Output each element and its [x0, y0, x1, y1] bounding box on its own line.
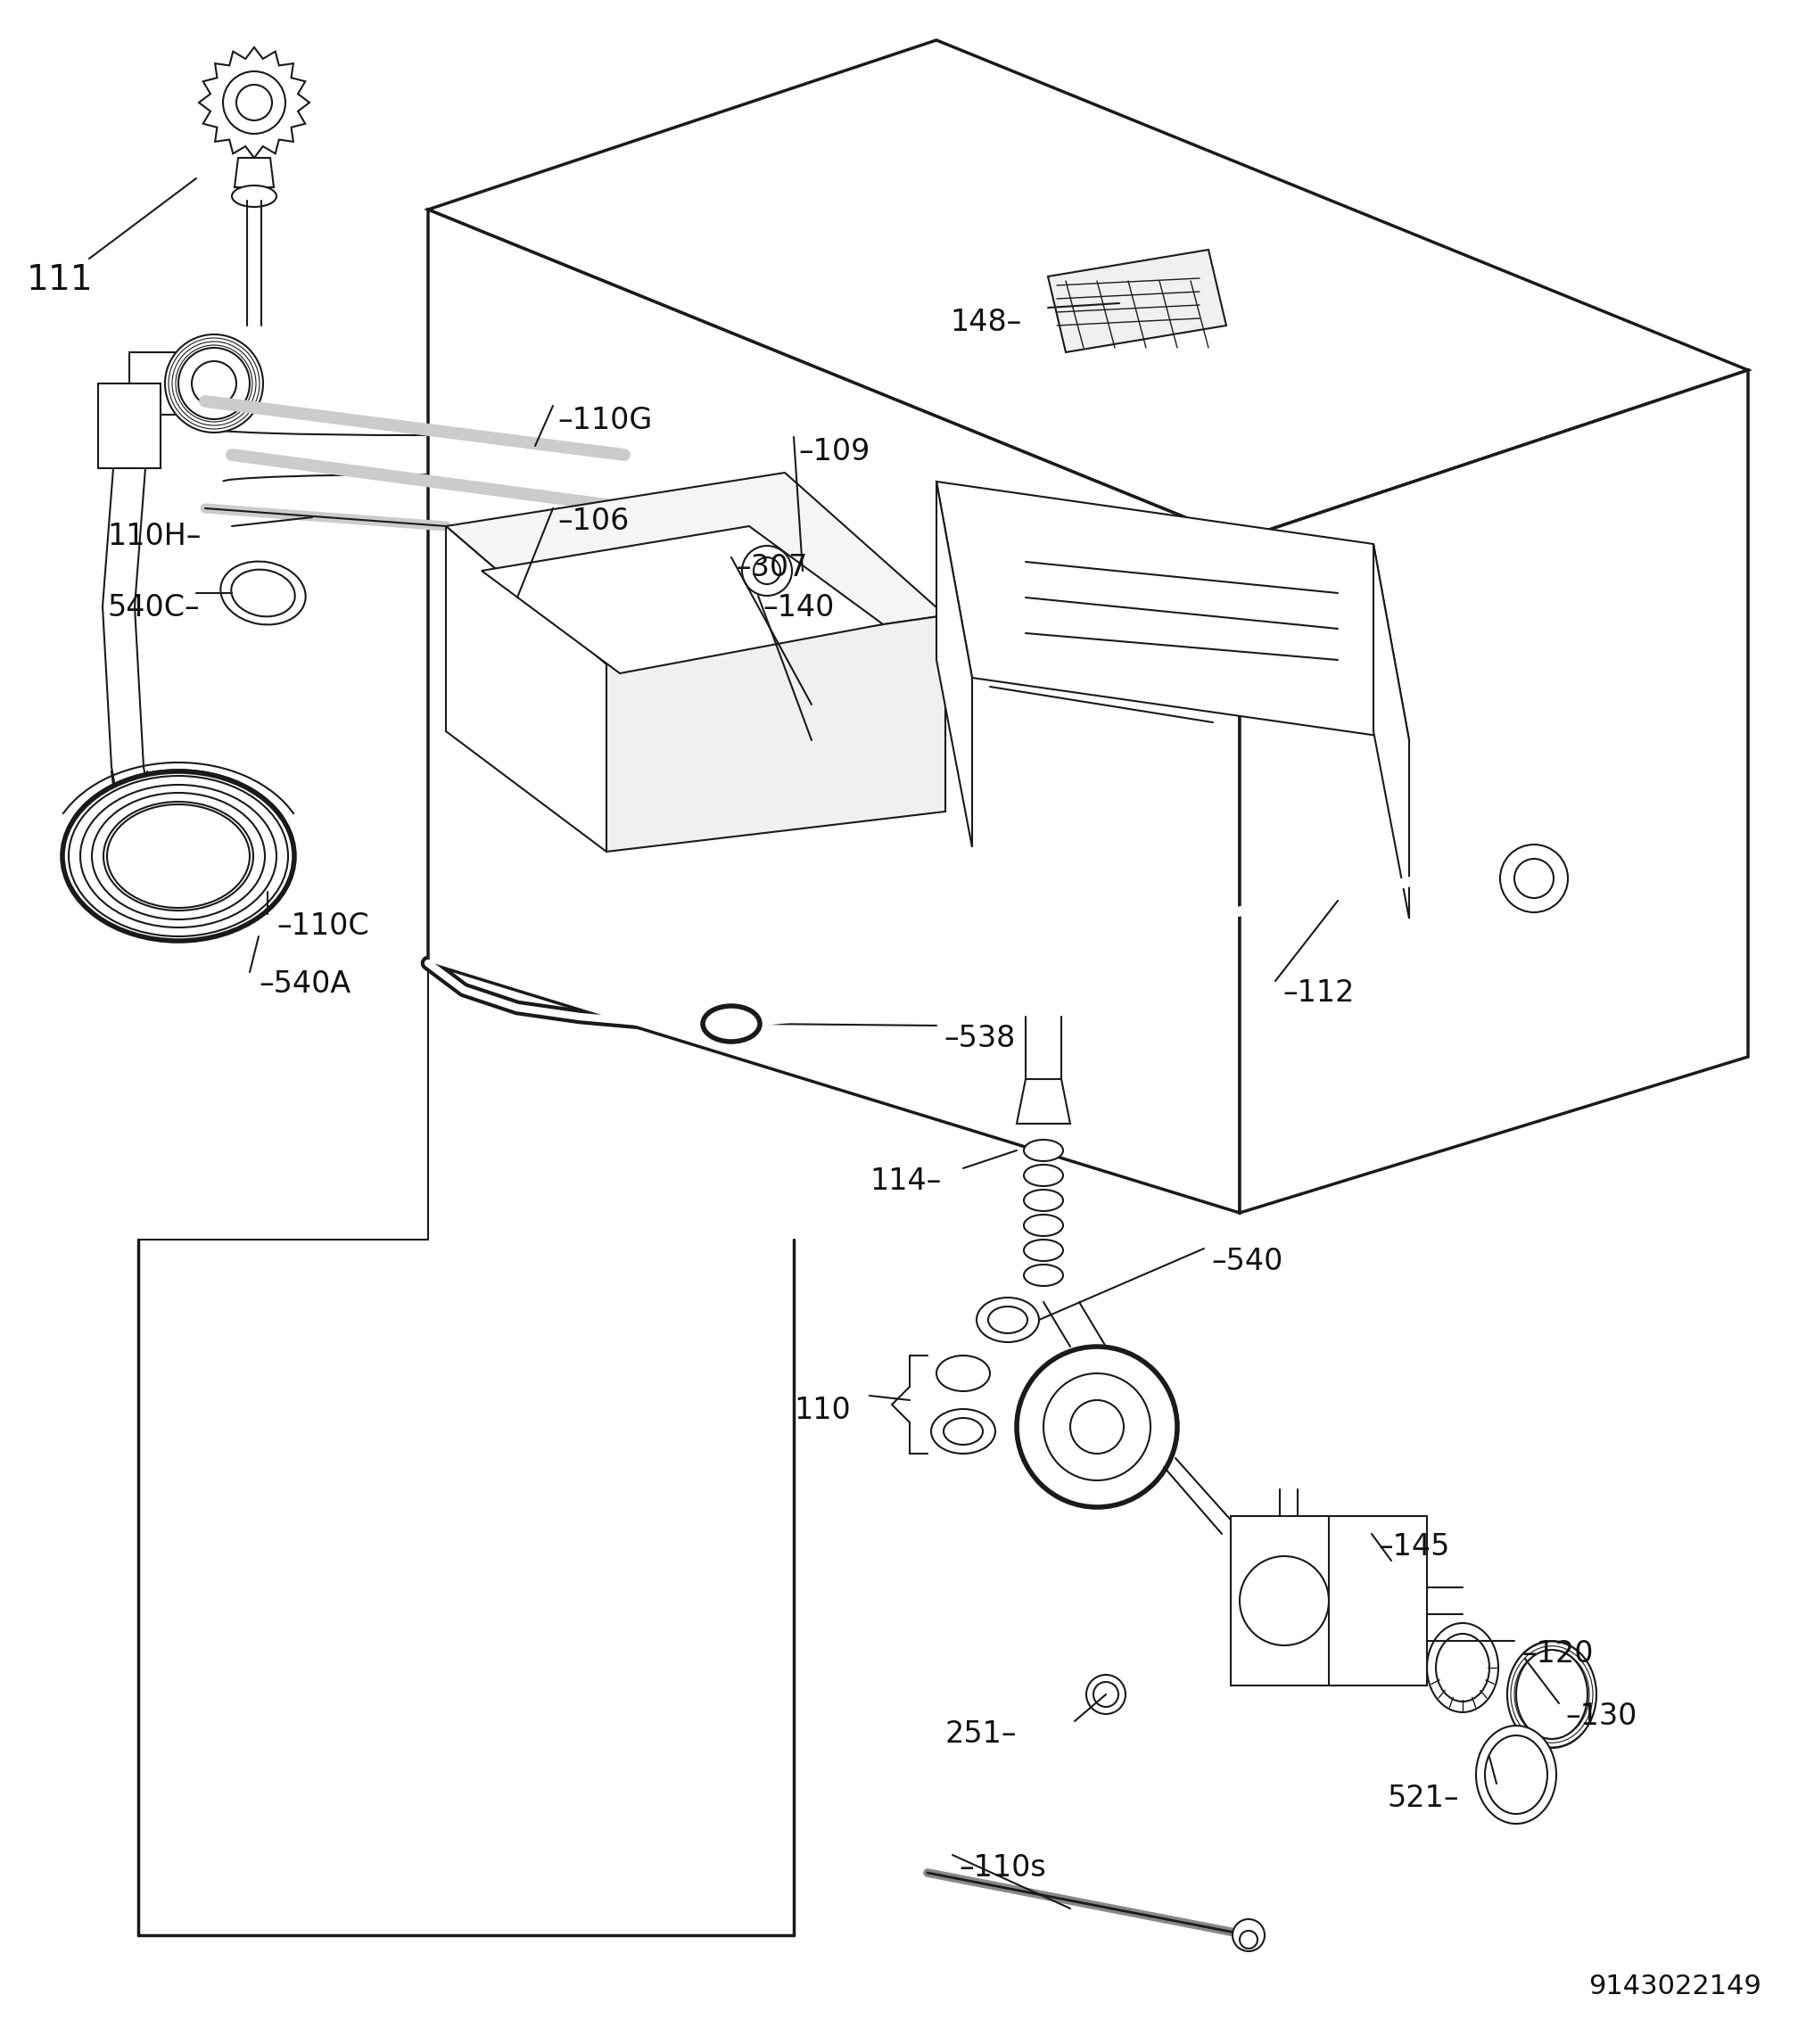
Circle shape — [1239, 1555, 1329, 1645]
Polygon shape — [1373, 544, 1409, 918]
Text: 148–: 148– — [950, 309, 1022, 337]
Circle shape — [1093, 1682, 1118, 1707]
Circle shape — [1501, 844, 1568, 912]
Polygon shape — [428, 211, 1239, 1212]
Text: 251–: 251– — [945, 1719, 1017, 1750]
Text: 114–: 114– — [869, 1167, 941, 1196]
Ellipse shape — [231, 570, 294, 617]
Polygon shape — [130, 352, 215, 415]
Ellipse shape — [1427, 1623, 1499, 1713]
Ellipse shape — [1508, 1641, 1597, 1748]
Polygon shape — [446, 525, 607, 852]
Ellipse shape — [1024, 1190, 1064, 1210]
Polygon shape — [1017, 1079, 1071, 1124]
Text: 9143022149: 9143022149 — [1589, 1975, 1761, 1999]
Polygon shape — [1047, 249, 1226, 352]
Ellipse shape — [943, 1419, 982, 1445]
Ellipse shape — [988, 1306, 1028, 1333]
Text: –538: –538 — [943, 1024, 1015, 1053]
Ellipse shape — [63, 771, 294, 940]
Circle shape — [753, 558, 780, 585]
Polygon shape — [1230, 1517, 1427, 1686]
Ellipse shape — [1485, 1735, 1548, 1813]
Ellipse shape — [932, 1408, 995, 1453]
Text: –110G: –110G — [558, 407, 652, 435]
Circle shape — [164, 335, 264, 433]
Text: 111: 111 — [27, 264, 94, 296]
Text: –145: –145 — [1378, 1533, 1450, 1562]
Circle shape — [1239, 1932, 1257, 1948]
Ellipse shape — [107, 805, 249, 908]
Polygon shape — [446, 472, 945, 664]
Text: –307: –307 — [735, 554, 807, 583]
Circle shape — [1515, 858, 1553, 897]
Circle shape — [1085, 1674, 1125, 1715]
Circle shape — [1232, 1919, 1264, 1952]
Text: 110: 110 — [795, 1396, 851, 1425]
Ellipse shape — [1476, 1725, 1557, 1823]
Circle shape — [742, 546, 793, 595]
Polygon shape — [607, 615, 945, 852]
Text: –120: –120 — [1521, 1639, 1593, 1668]
Polygon shape — [235, 157, 275, 188]
Text: –140: –140 — [762, 593, 834, 623]
Ellipse shape — [703, 1006, 760, 1042]
Circle shape — [237, 84, 273, 121]
Polygon shape — [482, 525, 883, 672]
Ellipse shape — [231, 186, 276, 206]
Ellipse shape — [1436, 1633, 1490, 1701]
Ellipse shape — [1024, 1265, 1064, 1286]
Circle shape — [179, 347, 249, 419]
Text: –112: –112 — [1282, 979, 1354, 1008]
Circle shape — [222, 72, 285, 133]
Text: 521–: 521– — [1387, 1784, 1459, 1813]
Polygon shape — [428, 41, 1748, 540]
Circle shape — [1071, 1400, 1123, 1453]
Text: –110C: –110C — [276, 912, 368, 940]
Polygon shape — [199, 47, 309, 157]
Text: –540A: –540A — [258, 969, 350, 1000]
Polygon shape — [1239, 370, 1748, 1212]
Circle shape — [1017, 1347, 1178, 1506]
Ellipse shape — [220, 562, 305, 625]
Text: –540: –540 — [1212, 1247, 1282, 1275]
Polygon shape — [98, 384, 161, 468]
Circle shape — [1044, 1374, 1150, 1480]
Ellipse shape — [1517, 1650, 1587, 1739]
Ellipse shape — [937, 1355, 990, 1392]
Ellipse shape — [1024, 1165, 1064, 1186]
Text: –130: –130 — [1566, 1701, 1636, 1731]
Ellipse shape — [1024, 1214, 1064, 1237]
Polygon shape — [937, 482, 1409, 740]
Ellipse shape — [1024, 1141, 1064, 1161]
Ellipse shape — [977, 1298, 1038, 1343]
Text: –106: –106 — [558, 507, 628, 536]
Text: 110H–: 110H– — [107, 521, 200, 552]
Text: 540C–: 540C– — [107, 593, 199, 623]
Text: –110s: –110s — [959, 1854, 1046, 1883]
Text: –109: –109 — [798, 437, 870, 466]
Polygon shape — [937, 482, 972, 846]
Ellipse shape — [1024, 1239, 1064, 1261]
Circle shape — [191, 362, 237, 407]
